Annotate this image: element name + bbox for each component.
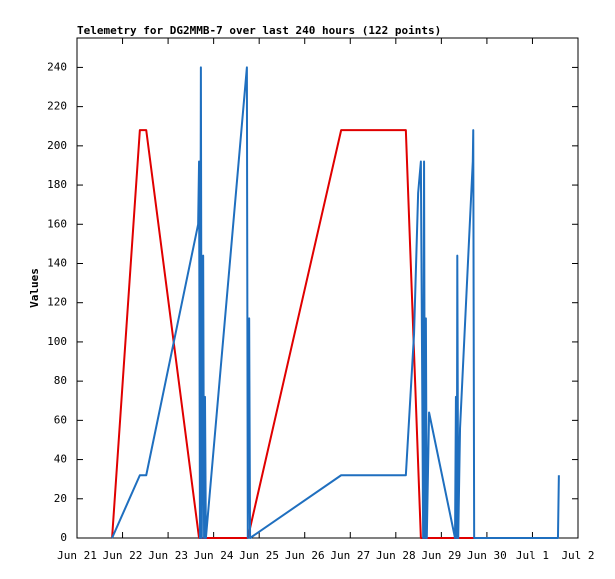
x-tick-label: Jul 1	[516, 549, 549, 562]
x-tick-label: Jun 26	[285, 549, 325, 562]
y-tick-label: 200	[47, 139, 67, 152]
x-tick-label: Jun 22	[103, 549, 143, 562]
y-tick-label: 80	[54, 374, 67, 387]
y-tick-label: 0	[60, 531, 67, 544]
y-tick-label: 60	[54, 413, 67, 426]
x-tick-label: Jul 2	[561, 549, 594, 562]
y-tick-label: 180	[47, 178, 67, 191]
chart-title: Telemetry for DG2MMB-7 over last 240 hou…	[77, 24, 441, 37]
y-tick-label: 100	[47, 335, 67, 348]
x-tick-label: Jun 25	[239, 549, 279, 562]
y-tick-label: 240	[47, 60, 67, 73]
x-tick-label: Jun 23	[148, 549, 188, 562]
y-tick-label: 160	[47, 217, 67, 230]
y-tick-label: 20	[54, 492, 67, 505]
y-tick-label: 220	[47, 100, 67, 113]
x-tick-label: Jun 29	[421, 549, 461, 562]
x-tick-label: Jun 27	[330, 549, 370, 562]
series-line	[111, 66, 560, 539]
x-tick-label: Jun 28	[376, 549, 416, 562]
x-tick-label: Jun 30	[467, 549, 507, 562]
x-tick-label: Jun 21	[57, 549, 97, 562]
y-tick-label: 120	[47, 296, 67, 309]
plot-frame	[76, 37, 579, 539]
x-tick-label: Jun 24	[194, 549, 234, 562]
y-tick-label: 40	[54, 453, 67, 466]
series-line	[111, 129, 558, 539]
y-tick-label: 140	[47, 256, 67, 269]
y-axis-label: Values	[28, 268, 41, 308]
